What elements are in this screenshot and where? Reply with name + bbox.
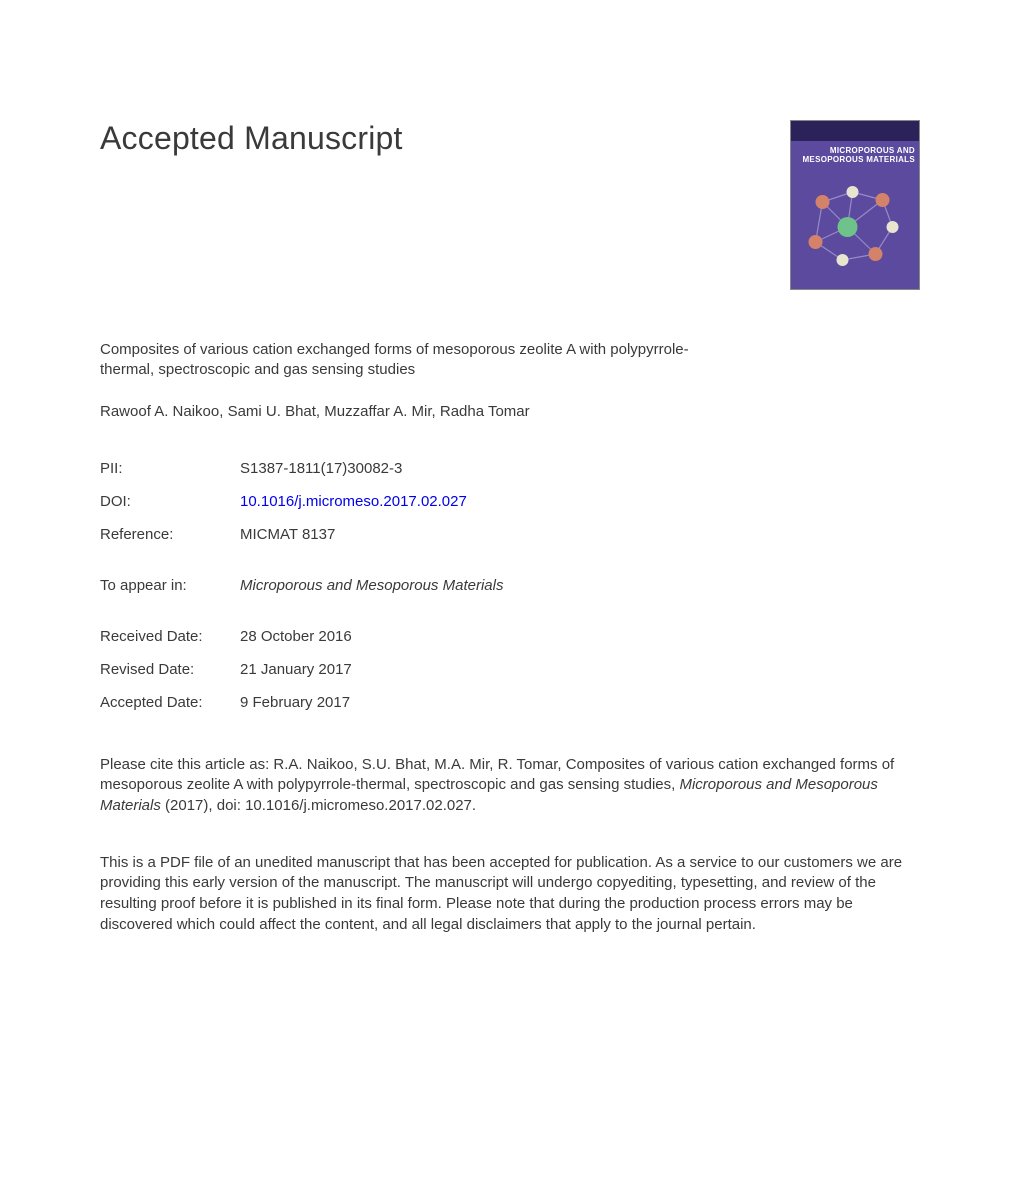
meta-label: Reference: [100, 524, 240, 545]
meta-value: 28 October 2016 [240, 626, 352, 647]
meta-label: Received Date: [100, 626, 240, 647]
citation-suffix: (2017), doi: 10.1016/j.micromeso.2017.02… [161, 797, 476, 814]
meta-value: S1387-1811(17)30082-3 [240, 458, 402, 479]
citation-paragraph: Please cite this article as: R.A. Naikoo… [100, 755, 920, 817]
meta-row-accepted: Accepted Date: 9 February 2017 [100, 692, 920, 713]
page-header: Accepted Manuscript MICROPOROUS AND MESO… [100, 120, 920, 290]
meta-value: 9 February 2017 [240, 692, 350, 713]
meta-label: Accepted Date: [100, 692, 240, 713]
meta-value: MICMAT 8137 [240, 524, 335, 545]
meta-row-pii: PII: S1387-1811(17)30082-3 [100, 458, 920, 479]
meta-label: To appear in: [100, 575, 240, 596]
meta-label: DOI: [100, 491, 240, 512]
cover-header-bar [791, 121, 919, 141]
meta-row-received: Received Date: 28 October 2016 [100, 626, 920, 647]
cover-molecule-graphic [798, 182, 913, 277]
meta-label: Revised Date: [100, 659, 240, 680]
authors-line: Rawoof A. Naikoo, Sami U. Bhat, Muzzaffa… [100, 403, 920, 420]
journal-cover-thumbnail: MICROPOROUS AND MESOPOROUS MATERIALS [790, 120, 920, 290]
disclaimer-paragraph: This is a PDF file of an unedited manusc… [100, 853, 920, 936]
meta-row-doi: DOI: 10.1016/j.micromeso.2017.02.027 [100, 491, 920, 512]
doi-link[interactable]: 10.1016/j.micromeso.2017.02.027 [240, 491, 467, 512]
meta-value: 21 January 2017 [240, 659, 352, 680]
metadata-table: PII: S1387-1811(17)30082-3 DOI: 10.1016/… [100, 458, 920, 713]
meta-row-reference: Reference: MICMAT 8137 [100, 524, 920, 545]
meta-label: PII: [100, 458, 240, 479]
article-title: Composites of various cation exchanged f… [100, 340, 690, 381]
meta-row-appear: To appear in: Microporous and Mesoporous… [100, 575, 920, 596]
meta-value-journal: Microporous and Mesoporous Materials [240, 575, 503, 596]
cover-title: MICROPOROUS AND MESOPOROUS MATERIALS [791, 141, 919, 167]
cover-title-line2: MESOPOROUS MATERIALS [802, 155, 915, 164]
meta-row-revised: Revised Date: 21 January 2017 [100, 659, 920, 680]
main-title: Accepted Manuscript [100, 120, 403, 157]
cover-title-line1: MICROPOROUS AND [830, 146, 915, 155]
